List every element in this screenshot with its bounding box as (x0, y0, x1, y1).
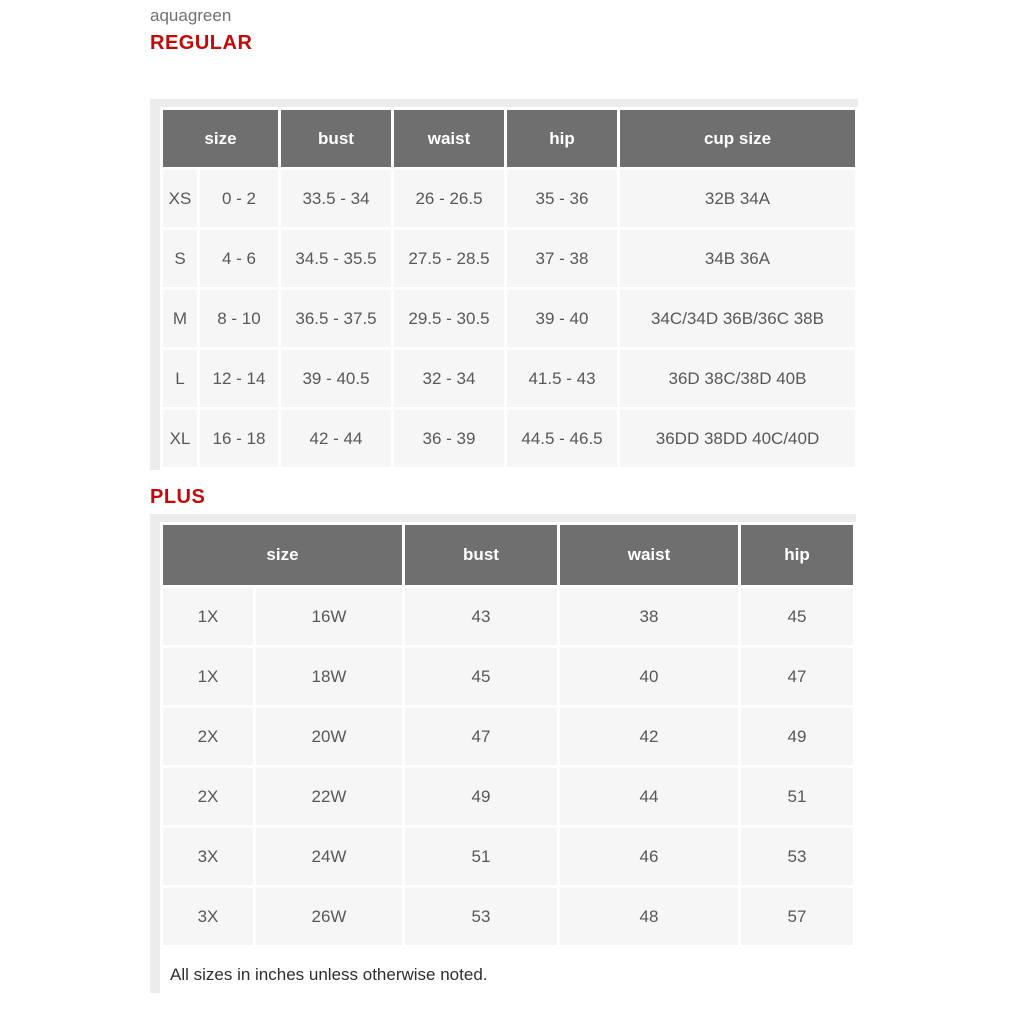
size-label-cell: 3X (163, 828, 253, 885)
plus-header-size: size (163, 525, 402, 585)
regular-header-cup-size: cup size (620, 110, 855, 167)
plus-header-hip: hip (741, 525, 853, 585)
bust-cell: 49 (405, 768, 557, 825)
size-range-cell: 26W (256, 888, 402, 945)
table-row: 3X 26W 53 48 57 (163, 888, 853, 945)
size-label-cell: 1X (163, 588, 253, 645)
waist-cell: 27.5 - 28.5 (394, 230, 504, 287)
sizes-footnote: All sizes in inches unless otherwise not… (170, 965, 488, 984)
regular-size-table-wrap: size bust waist hip cup size XS 0 - 2 33.5… (150, 99, 858, 470)
hip-cell: 39 - 40 (507, 290, 617, 347)
size-label-cell: 2X (163, 708, 253, 765)
size-label-cell: 1X (163, 648, 253, 705)
hip-cell: 35 - 36 (507, 170, 617, 227)
size-range-cell: 20W (256, 708, 402, 765)
regular-header-size: size (163, 110, 278, 167)
bust-cell: 43 (405, 588, 557, 645)
waist-cell: 36 - 39 (394, 410, 504, 467)
plus-size-table: size bust waist hip 1X 16W 43 38 45 1X 18W 45 40… (160, 522, 856, 948)
size-range-cell: 18W (256, 648, 402, 705)
size-label-cell: XL (163, 410, 197, 467)
bust-cell: 45 (405, 648, 557, 705)
waist-cell: 48 (560, 888, 738, 945)
size-range-cell: 16W (256, 588, 402, 645)
size-range-cell: 4 - 6 (200, 230, 278, 287)
bust-cell: 34.5 - 35.5 (281, 230, 391, 287)
table-row: 1X 18W 45 40 47 (163, 648, 853, 705)
footnote-wrap: All sizes in inches unless otherwise not… (150, 948, 856, 993)
hip-cell: 57 (741, 888, 853, 945)
waist-cell: 38 (560, 588, 738, 645)
regular-header-waist: waist (394, 110, 504, 167)
waist-cell: 42 (560, 708, 738, 765)
regular-header-row: size bust waist hip cup size (163, 110, 855, 167)
table-row: 3X 24W 51 46 53 (163, 828, 853, 885)
hip-cell: 45 (741, 588, 853, 645)
cup-size-cell: 34C/34D 36B/36C 38B (620, 290, 855, 347)
bust-cell: 39 - 40.5 (281, 350, 391, 407)
bust-cell: 51 (405, 828, 557, 885)
hip-cell: 51 (741, 768, 853, 825)
plus-header-bust: bust (405, 525, 557, 585)
size-label-cell: L (163, 350, 197, 407)
size-range-cell: 8 - 10 (200, 290, 278, 347)
bust-cell: 47 (405, 708, 557, 765)
waist-cell: 46 (560, 828, 738, 885)
waist-cell: 29.5 - 30.5 (394, 290, 504, 347)
bust-cell: 53 (405, 888, 557, 945)
hip-cell: 37 - 38 (507, 230, 617, 287)
table-row: XS 0 - 2 33.5 - 34 26 - 26.5 35 - 36 32B 34A (163, 170, 855, 227)
table-row: L 12 - 14 39 - 40.5 32 - 34 41.5 - 43 36D 38C… (163, 350, 855, 407)
table-row: 2X 20W 47 42 49 (163, 708, 853, 765)
size-label-cell: M (163, 290, 197, 347)
size-range-cell: 24W (256, 828, 402, 885)
waist-cell: 44 (560, 768, 738, 825)
hip-cell: 44.5 - 46.5 (507, 410, 617, 467)
brand-label: aquagreen (150, 6, 232, 25)
size-label-cell: 3X (163, 888, 253, 945)
hip-cell: 47 (741, 648, 853, 705)
size-label-cell: 2X (163, 768, 253, 825)
waist-cell: 32 - 34 (394, 350, 504, 407)
regular-header-hip: hip (507, 110, 617, 167)
size-label-cell: XS (163, 170, 197, 227)
regular-section-title: REGULAR (150, 32, 253, 54)
hip-cell: 53 (741, 828, 853, 885)
size-range-cell: 0 - 2 (200, 170, 278, 227)
size-range-cell: 16 - 18 (200, 410, 278, 467)
size-label-cell: S (163, 230, 197, 287)
regular-size-table: size bust waist hip cup size XS 0 - 2 33.5… (160, 107, 858, 470)
table-row: 1X 16W 43 38 45 (163, 588, 853, 645)
waist-cell: 26 - 26.5 (394, 170, 504, 227)
size-range-cell: 22W (256, 768, 402, 825)
hip-cell: 41.5 - 43 (507, 350, 617, 407)
bust-cell: 33.5 - 34 (281, 170, 391, 227)
hip-cell: 49 (741, 708, 853, 765)
table-row: 2X 22W 49 44 51 (163, 768, 853, 825)
cup-size-cell: 32B 34A (620, 170, 855, 227)
cup-size-cell: 34B 36A (620, 230, 855, 287)
table-row: XL 16 - 18 42 - 44 36 - 39 44.5 - 46.5 36DD 3… (163, 410, 855, 467)
waist-cell: 40 (560, 648, 738, 705)
size-range-cell: 12 - 14 (200, 350, 278, 407)
plus-section-title: PLUS (150, 486, 206, 508)
plus-header-waist: waist (560, 525, 738, 585)
cup-size-cell: 36D 38C/38D 40B (620, 350, 855, 407)
bust-cell: 42 - 44 (281, 410, 391, 467)
regular-header-bust: bust (281, 110, 391, 167)
plus-size-table-wrap: size bust waist hip 1X 16W 43 38 45 1X 18W 45 40… (150, 514, 856, 948)
cup-size-cell: 36DD 38DD 40C/40D (620, 410, 855, 467)
bust-cell: 36.5 - 37.5 (281, 290, 391, 347)
plus-header-row: size bust waist hip (163, 525, 853, 585)
